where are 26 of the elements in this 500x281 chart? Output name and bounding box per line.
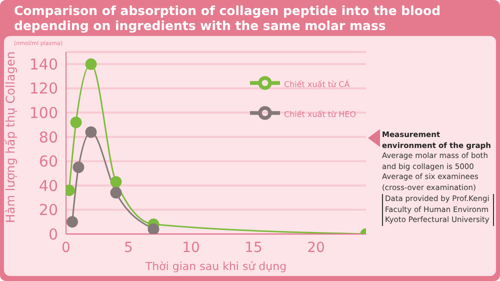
y-axis-title: Hàm lượng hấp thụ Collagen [3,51,18,223]
point [110,186,122,198]
point [85,126,97,138]
legend-label: Chiết xuất từ CÁ [284,80,350,90]
x-tick-label: 0 [62,240,70,256]
legend-label: Chiết xuất từ HEO [284,110,356,120]
point [110,176,122,188]
y-tick-label: 0 [48,225,58,244]
x-axis-title: Thời gian sau khi sử dụng [144,260,287,273]
y-tick-label: 40 [38,176,58,195]
y-tick-label: 120 [29,80,58,98]
x-tick-label: 15 [244,240,262,256]
x-tick-label: 20 [307,240,325,256]
y-tick-label: 100 [29,104,58,122]
x-tick-label: 5 [124,240,133,256]
point [85,58,97,70]
y-tick-label: 80 [38,128,58,146]
y-tick-label: 60 [38,152,58,171]
point [72,162,84,174]
point [148,223,160,234]
x-tick-label: 10 [182,240,200,256]
y-tick-label: 20 [38,201,58,220]
point [70,116,82,128]
chart-title: Comparison of absorption of collagen peptide into the blood depending on ingredients with the same molar mass [14,3,442,33]
y-tick-label: 140 [29,55,58,74]
point [66,216,78,228]
